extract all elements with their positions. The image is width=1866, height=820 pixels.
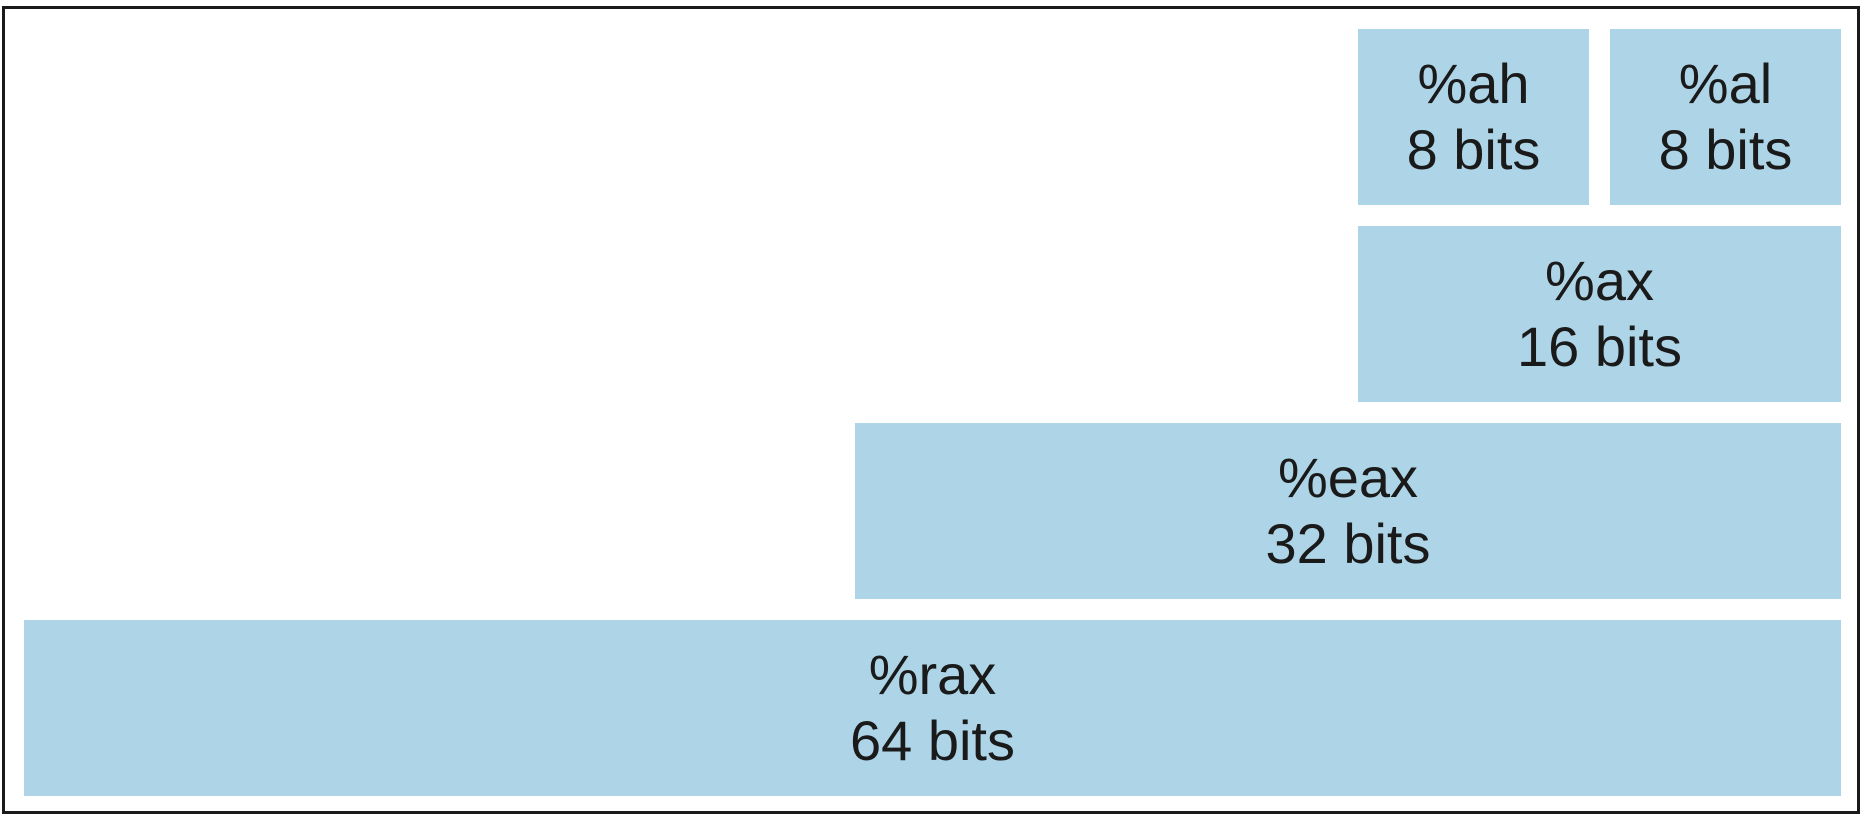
register-block-ah: %ah 8 bits (1358, 29, 1589, 205)
register-block-ax: %ax 16 bits (1358, 226, 1841, 402)
register-name: %al (1678, 52, 1773, 115)
register-block-eax: %eax 32 bits (855, 423, 1841, 599)
register-name: %eax (1277, 446, 1419, 509)
register-bits: 16 bits (1517, 315, 1682, 378)
register-bits: 8 bits (1658, 118, 1793, 181)
register-bits: 32 bits (1265, 512, 1431, 575)
register-name: %ah (1417, 52, 1530, 115)
register-bits: 8 bits (1406, 118, 1541, 181)
register-block-rax: %rax 64 bits (24, 620, 1841, 796)
register-block-al: %al 8 bits (1610, 29, 1841, 205)
register-name: %rax (868, 643, 997, 706)
register-name: %ax (1545, 249, 1654, 312)
register-bits: 64 bits (850, 709, 1015, 772)
